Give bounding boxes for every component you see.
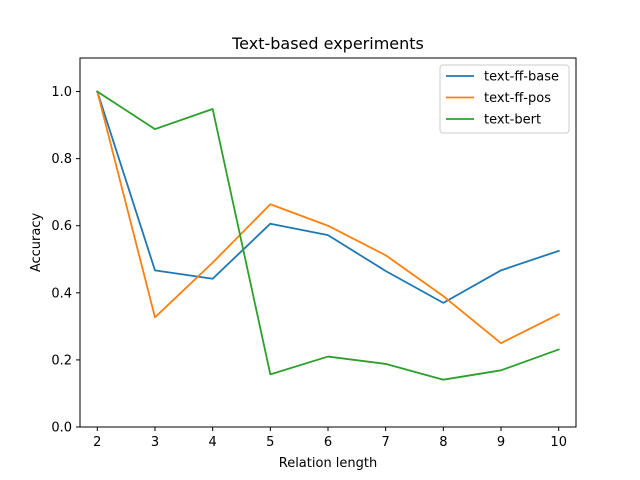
y-tick-label: 0.0 — [51, 421, 72, 436]
x-tick-label: 4 — [209, 435, 217, 450]
x-tick-label: 7 — [382, 435, 390, 450]
y-tick-label: 0.6 — [51, 219, 72, 234]
x-tick-label: 3 — [151, 435, 159, 450]
x-tick-label: 2 — [93, 435, 101, 450]
x-tick-label: 9 — [497, 435, 505, 450]
y-axis-label: Accuracy — [29, 213, 44, 273]
legend-label-text-ff-base: text-ff-base — [484, 70, 559, 85]
chart-title: Text-based experiments — [231, 34, 424, 53]
series-line-text-ff-base — [96, 90, 560, 304]
series-layer — [96, 90, 560, 381]
y-tick-label: 0.4 — [51, 286, 72, 301]
legend-box — [439, 64, 570, 134]
x-tick-label: 10 — [550, 435, 567, 450]
plot-frame — [79, 57, 577, 428]
axes-layer: 2 3 4 5 6 7 8 9 10 0.0 0.2 0.4 0.6 0.8 1.0 — [51, 85, 567, 450]
series-line-text-ff-pos — [96, 90, 560, 345]
legend: text-ff-base text-ff-pos text-bert — [439, 64, 570, 134]
x-axis-label: Relation length — [279, 456, 378, 471]
y-tick-label: 0.2 — [51, 353, 72, 368]
legend-entries: text-ff-base text-ff-pos text-bert — [446, 70, 559, 128]
y-tick-label: 1.0 — [51, 85, 72, 100]
series-line-text-bert — [96, 90, 560, 381]
x-tick-label: 5 — [266, 435, 274, 450]
y-tick-label: 0.8 — [51, 152, 72, 167]
legend-label-text-ff-pos: text-ff-pos — [484, 91, 551, 106]
x-tick-label: 8 — [439, 435, 447, 450]
x-tick-label: 6 — [324, 435, 332, 450]
legend-label-text-bert: text-bert — [484, 113, 541, 128]
